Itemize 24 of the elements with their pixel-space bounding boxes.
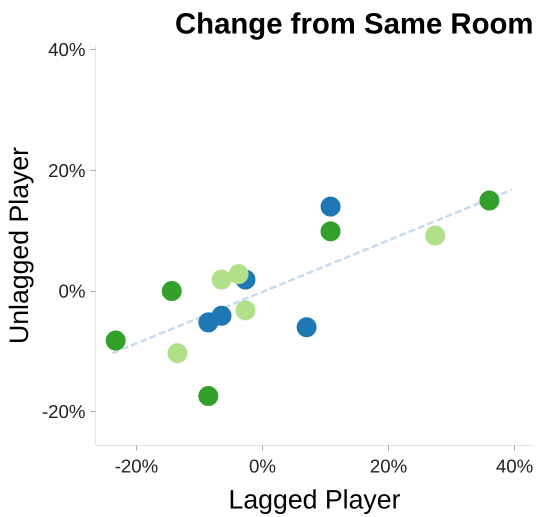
x-tick-label: 40% — [496, 456, 534, 476]
x-tick-label: -20% — [114, 456, 158, 476]
y-tick-label: -20% — [42, 401, 86, 422]
y-tick-label: 0% — [58, 280, 86, 302]
x-tick-label: 0% — [249, 456, 276, 476]
point — [479, 190, 500, 211]
point — [198, 386, 218, 406]
point — [162, 281, 182, 302]
point — [320, 221, 341, 242]
point — [235, 300, 256, 320]
point — [320, 196, 341, 217]
y-tick-label: 20% — [48, 160, 86, 181]
y-tick-label: 40% — [48, 39, 86, 60]
x-axis-title: Lagged Player — [228, 484, 401, 514]
point — [106, 330, 126, 351]
x-tick-label: 20% — [370, 456, 408, 476]
point — [296, 317, 317, 338]
point — [212, 306, 232, 326]
point — [425, 226, 446, 246]
point — [167, 343, 188, 364]
point — [212, 270, 232, 290]
chart-title: Change from Same Room — [174, 8, 534, 40]
y-axis-title: Unlagged Player — [4, 146, 34, 344]
point — [228, 264, 249, 284]
